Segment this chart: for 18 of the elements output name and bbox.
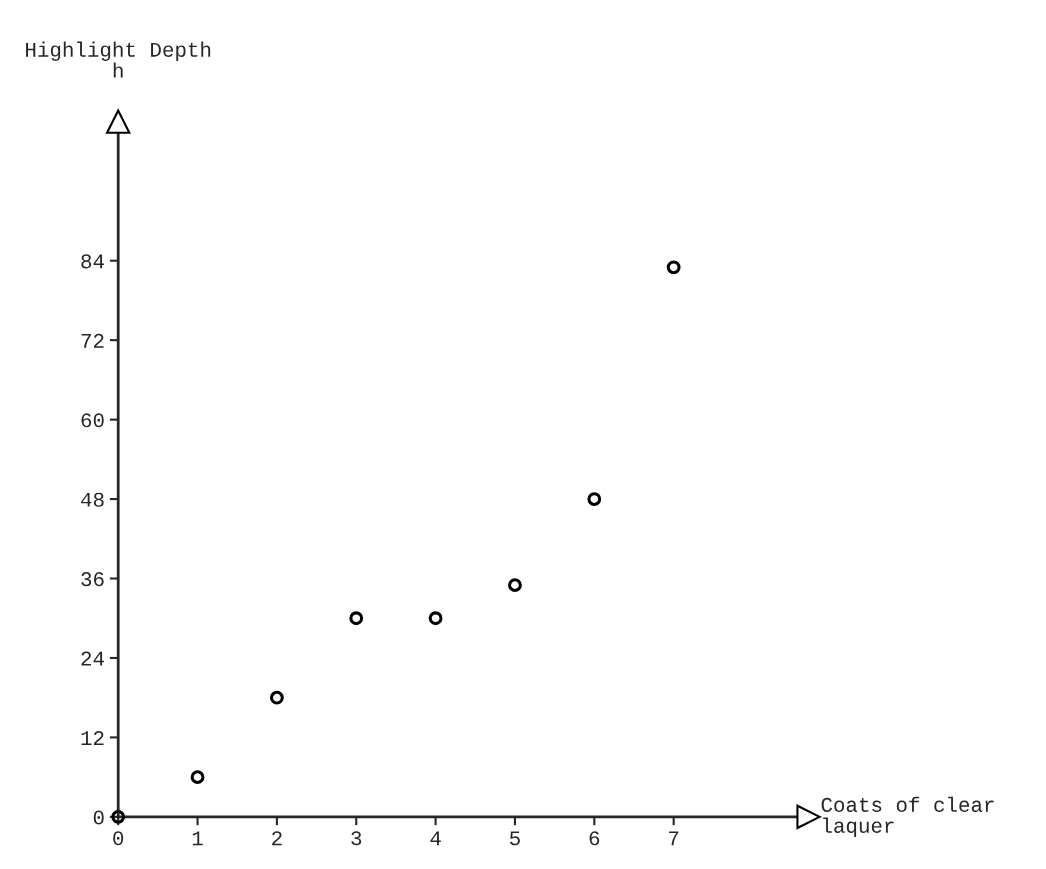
- x-tick-label: 2: [272, 831, 282, 846]
- y-tick-label: 84: [81, 254, 104, 269]
- x-tick-label: 1: [192, 831, 203, 846]
- y-tick-label: 24: [81, 651, 104, 666]
- y-tick-label: 36: [81, 572, 104, 587]
- x-axis-title: Coats of clear laquer: [821, 796, 994, 838]
- y-tick-label: 72: [81, 333, 104, 348]
- y-tick-label: 0: [93, 810, 104, 825]
- x-tick-label: 3: [351, 831, 362, 846]
- y-tick-label: 60: [81, 413, 104, 428]
- x-tick-label: 6: [589, 831, 600, 846]
- y-tick-label: 12: [81, 731, 104, 745]
- y-axis-title: Highlight Depth h: [26, 41, 211, 78]
- x-tick-label: 7: [669, 831, 679, 846]
- x-tick-label: 0: [113, 831, 124, 846]
- x-tick-label: 4: [430, 831, 441, 846]
- x-tick-label: 5: [510, 831, 520, 846]
- y-tick-label: 48: [81, 492, 104, 507]
